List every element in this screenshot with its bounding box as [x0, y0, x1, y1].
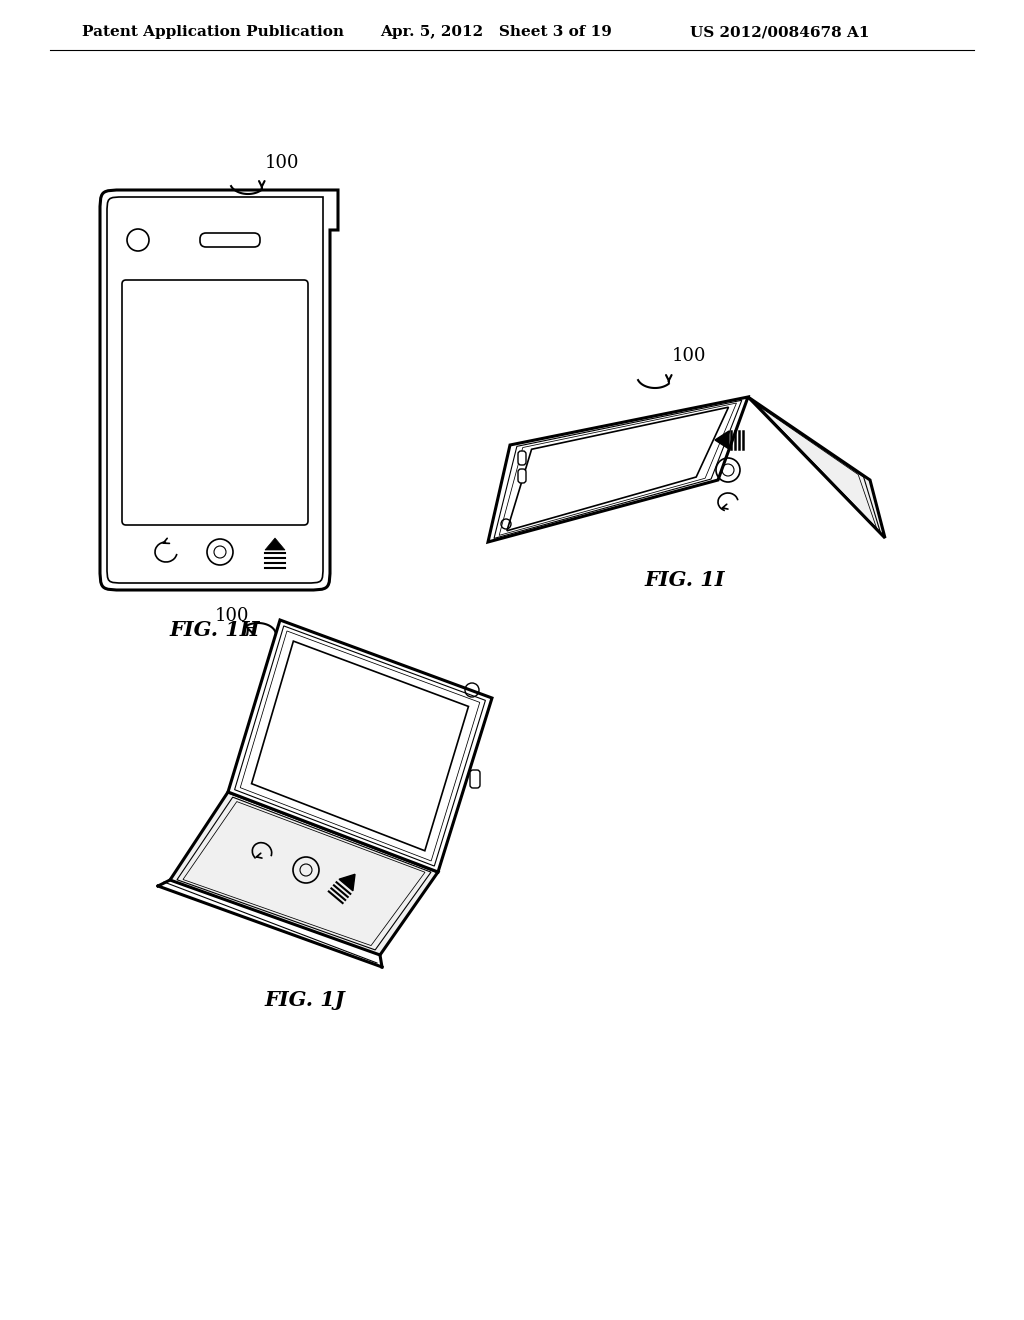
Text: FIG. 1I: FIG. 1I [645, 570, 725, 590]
Polygon shape [507, 407, 728, 531]
Text: FIG. 1J: FIG. 1J [264, 990, 345, 1010]
Text: Patent Application Publication: Patent Application Publication [82, 25, 344, 40]
Text: 100: 100 [672, 347, 707, 366]
Polygon shape [170, 792, 438, 954]
Text: FIG. 1H: FIG. 1H [170, 620, 260, 640]
FancyBboxPatch shape [518, 451, 526, 465]
Polygon shape [339, 874, 355, 891]
Text: 100: 100 [265, 154, 299, 172]
Polygon shape [715, 432, 729, 449]
Text: Apr. 5, 2012   Sheet 3 of 19: Apr. 5, 2012 Sheet 3 of 19 [380, 25, 612, 40]
FancyBboxPatch shape [470, 770, 480, 788]
Polygon shape [252, 642, 468, 851]
FancyBboxPatch shape [122, 280, 308, 525]
Text: 100: 100 [215, 607, 250, 624]
Polygon shape [748, 397, 885, 539]
Polygon shape [488, 397, 748, 543]
Polygon shape [228, 620, 492, 873]
Polygon shape [265, 539, 285, 550]
PathPatch shape [100, 190, 338, 590]
FancyBboxPatch shape [200, 234, 260, 247]
FancyBboxPatch shape [518, 469, 526, 483]
Text: US 2012/0084678 A1: US 2012/0084678 A1 [690, 25, 869, 40]
